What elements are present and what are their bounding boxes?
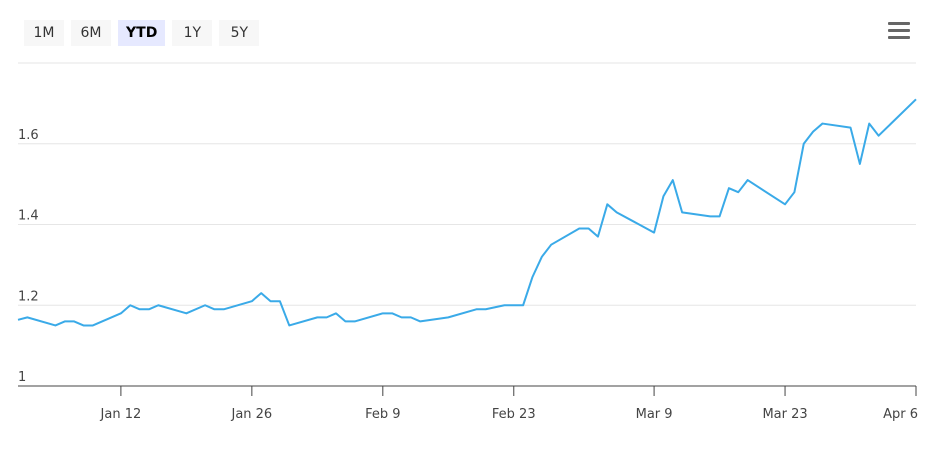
data-point <box>802 142 806 146</box>
data-point <box>156 303 160 307</box>
data-point <box>867 122 871 126</box>
data-point <box>811 130 815 134</box>
data-point <box>727 186 731 190</box>
data-point <box>502 303 506 307</box>
data-point <box>858 162 862 166</box>
range-1m-button[interactable]: 1M <box>24 20 64 46</box>
data-point <box>877 134 881 138</box>
data-point <box>661 194 665 198</box>
y-tick-label: 1.2 <box>18 289 39 304</box>
data-point <box>81 323 85 327</box>
data-point <box>736 190 740 194</box>
x-tick-label: Feb 23 <box>492 407 536 422</box>
data-point <box>484 307 488 311</box>
data-point <box>530 275 534 279</box>
data-point <box>820 122 824 126</box>
data-point <box>418 319 422 323</box>
data-point <box>746 178 750 182</box>
data-point <box>91 323 95 327</box>
data-point <box>212 307 216 311</box>
data-point <box>53 323 57 327</box>
x-tick-label: Jan 26 <box>230 407 272 422</box>
data-point <box>549 243 553 247</box>
data-point <box>671 178 675 182</box>
x-tick-label: Mar 9 <box>636 407 673 422</box>
data-point <box>680 210 684 214</box>
x-tick-label: Mar 23 <box>762 407 807 422</box>
data-point <box>381 311 385 315</box>
range-selector: 1M 6M YTD 1Y 5Y <box>24 20 260 46</box>
data-point <box>783 202 787 206</box>
data-point <box>587 227 591 231</box>
data-point <box>269 299 273 303</box>
data-point <box>63 319 67 323</box>
data-point <box>138 307 142 311</box>
y-tick-label: 1.6 <box>18 128 39 143</box>
data-point <box>147 307 151 311</box>
data-point <box>792 190 796 194</box>
data-point <box>409 315 413 319</box>
data-point <box>446 315 450 319</box>
data-point <box>287 323 291 327</box>
data-point <box>474 307 478 311</box>
y-tick-label: 1 <box>18 370 26 385</box>
y-tick-label: 1.4 <box>18 209 39 224</box>
data-point <box>521 303 525 307</box>
data-point <box>203 303 207 307</box>
data-point <box>278 299 282 303</box>
data-point <box>849 126 853 130</box>
data-point <box>914 97 918 101</box>
data-point <box>577 227 581 231</box>
data-point <box>222 307 226 311</box>
data-point <box>334 311 338 315</box>
series-line <box>17 98 917 327</box>
data-point <box>315 315 319 319</box>
data-point <box>718 214 722 218</box>
data-point <box>16 318 20 322</box>
data-point <box>512 303 516 307</box>
x-tick-label: Apr 6 <box>883 407 918 422</box>
data-point <box>605 202 609 206</box>
data-point <box>652 231 656 235</box>
data-point <box>128 303 132 307</box>
data-point <box>596 235 600 239</box>
data-point <box>259 291 263 295</box>
range-5y-button[interactable]: 5Y <box>219 20 260 46</box>
data-point <box>708 214 712 218</box>
range-6m-button[interactable]: 6M <box>71 20 111 46</box>
data-point <box>390 311 394 315</box>
data-point <box>72 319 76 323</box>
range-ytd-button[interactable]: YTD <box>118 20 166 46</box>
data-point <box>400 315 404 319</box>
data-point <box>343 319 347 323</box>
range-1y-button[interactable]: 1Y <box>172 20 213 46</box>
hamburger-icon[interactable] <box>888 22 910 40</box>
x-tick-label: Jan 12 <box>100 407 142 422</box>
x-tick-label: Feb 9 <box>365 407 400 422</box>
data-point <box>25 315 29 319</box>
data-point <box>325 315 329 319</box>
data-point <box>353 319 357 323</box>
data-point <box>119 311 123 315</box>
data-point <box>540 255 544 259</box>
data-point <box>184 311 188 315</box>
data-point <box>615 210 619 214</box>
data-point <box>250 299 254 303</box>
